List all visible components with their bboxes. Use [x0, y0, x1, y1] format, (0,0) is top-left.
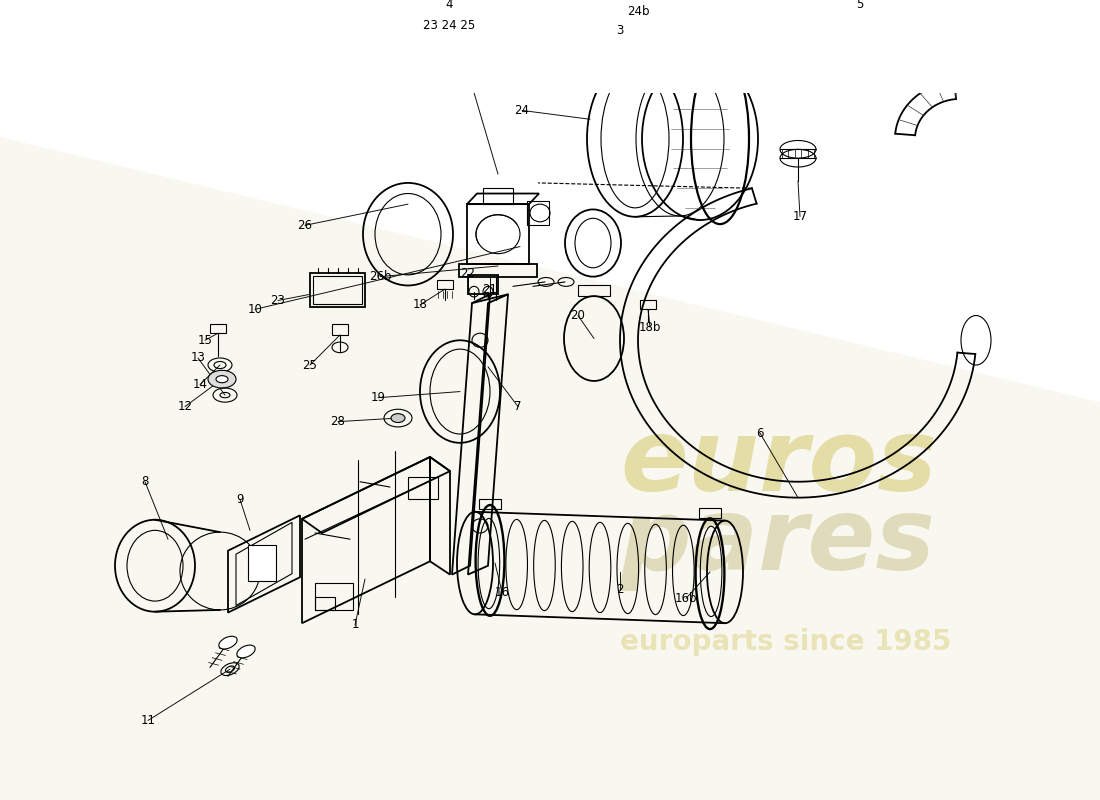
Bar	[315, 583, 353, 610]
Text: 26: 26	[297, 219, 312, 232]
Bar	[315, 597, 336, 610]
Bar	[408, 16, 490, 35]
Text: 13: 13	[190, 351, 206, 365]
Text: 2: 2	[616, 583, 624, 596]
Text: 26b: 26b	[368, 270, 392, 283]
Ellipse shape	[219, 636, 238, 649]
Text: euros: euros	[620, 414, 937, 511]
Bar	[640, 301, 656, 310]
Bar	[527, 201, 549, 226]
Text: 20: 20	[571, 309, 585, 322]
Polygon shape	[0, 137, 1100, 800]
Text: 18b: 18b	[639, 321, 661, 334]
Text: 5: 5	[856, 0, 864, 11]
Bar	[468, 204, 529, 264]
Text: pares: pares	[620, 494, 936, 591]
Text: 14: 14	[192, 378, 208, 391]
Bar	[468, 275, 498, 294]
Text: 1: 1	[351, 618, 359, 631]
Text: 11: 11	[141, 714, 155, 727]
Bar	[408, 478, 438, 499]
Bar	[578, 286, 610, 296]
Text: 18: 18	[412, 298, 428, 311]
Text: 3: 3	[616, 24, 624, 38]
Text: 22: 22	[461, 267, 475, 281]
Bar	[437, 280, 453, 289]
Ellipse shape	[208, 370, 236, 388]
Ellipse shape	[216, 376, 228, 382]
Text: 21: 21	[483, 282, 497, 295]
Text: 12: 12	[177, 400, 192, 413]
Text: 24b: 24b	[627, 5, 649, 18]
Text: 19: 19	[371, 391, 385, 404]
Text: 17: 17	[792, 210, 807, 223]
Bar	[698, 508, 720, 518]
Bar	[459, 264, 537, 277]
Bar	[478, 499, 500, 510]
Text: 16: 16	[495, 586, 509, 598]
Text: 23: 23	[271, 294, 285, 307]
Bar	[310, 273, 365, 306]
Text: 28: 28	[331, 415, 345, 428]
Bar	[314, 276, 362, 304]
Text: 23 24 25: 23 24 25	[422, 19, 475, 32]
Bar	[210, 324, 225, 334]
Text: 6: 6	[757, 426, 763, 440]
Bar	[708, 42, 732, 54]
Text: 8: 8	[141, 475, 149, 488]
Bar	[248, 546, 276, 581]
Text: 10: 10	[248, 303, 263, 316]
Text: 24: 24	[515, 104, 529, 117]
Ellipse shape	[390, 414, 405, 422]
Bar	[483, 188, 513, 204]
Text: 16b: 16b	[674, 592, 697, 605]
Text: 7: 7	[515, 400, 521, 413]
Text: 15: 15	[198, 334, 212, 346]
Ellipse shape	[236, 645, 255, 658]
Bar	[332, 324, 348, 335]
Text: europarts since 1985: europarts since 1985	[620, 628, 952, 656]
Text: 25: 25	[302, 358, 318, 371]
Text: 4: 4	[446, 0, 453, 11]
Text: 9: 9	[236, 493, 244, 506]
